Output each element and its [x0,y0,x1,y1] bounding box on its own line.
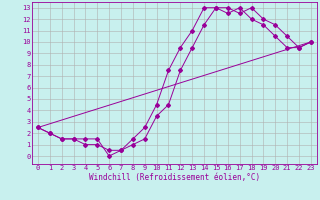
X-axis label: Windchill (Refroidissement éolien,°C): Windchill (Refroidissement éolien,°C) [89,173,260,182]
